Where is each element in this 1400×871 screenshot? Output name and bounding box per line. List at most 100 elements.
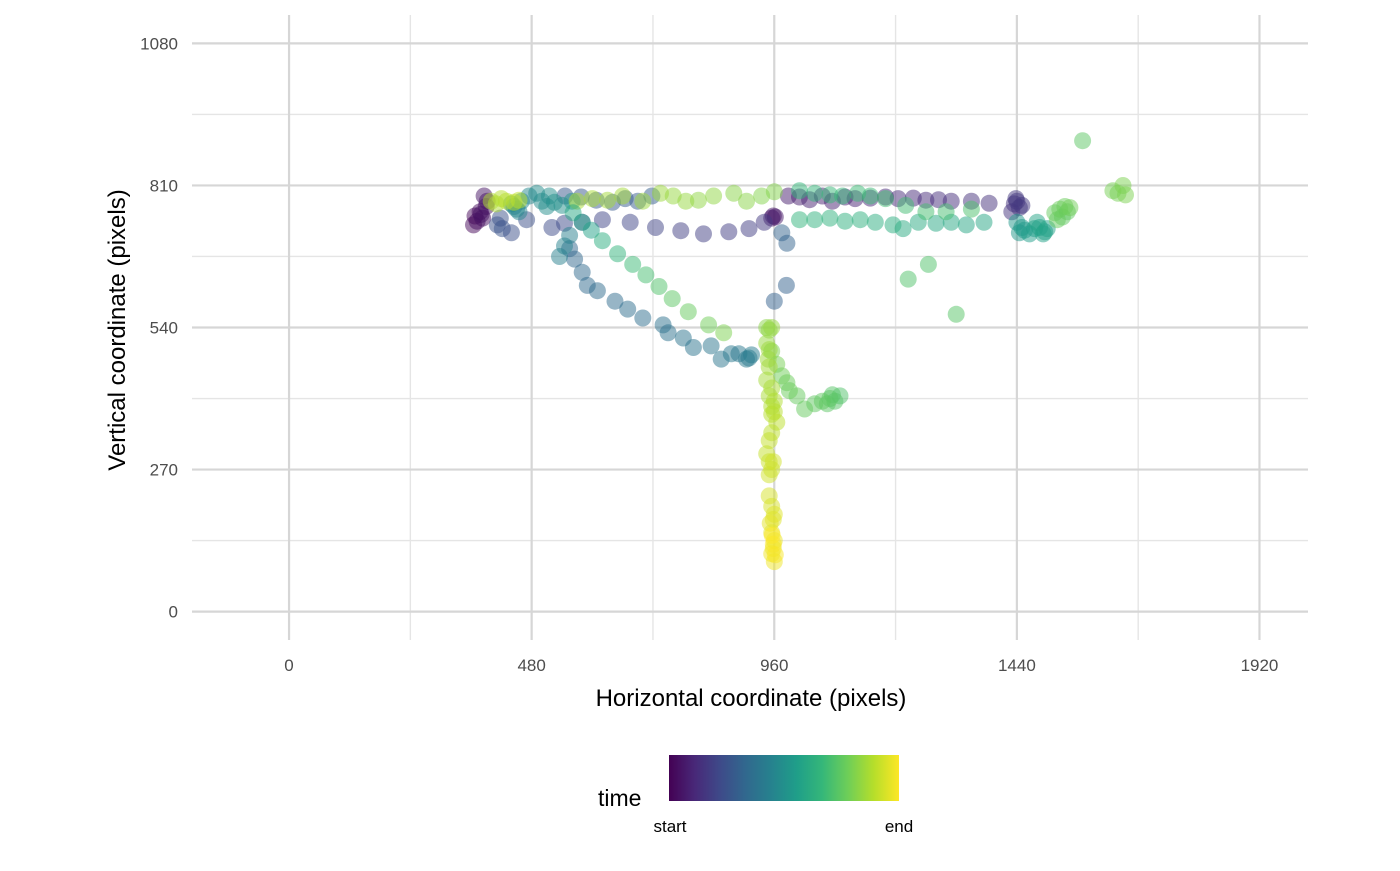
data-point — [573, 263, 591, 281]
data-point — [705, 187, 723, 205]
y-tick-label: 1080 — [140, 34, 178, 53]
y-tick-label: 0 — [169, 603, 178, 622]
data-point — [582, 221, 600, 239]
data-point — [609, 245, 627, 263]
x-tick-label: 1440 — [998, 656, 1036, 675]
data-point — [753, 187, 771, 205]
data-point — [763, 526, 781, 544]
data-point — [763, 319, 781, 336]
data-point — [919, 255, 937, 273]
data-point — [659, 324, 677, 342]
data-point — [1117, 186, 1134, 204]
data-point — [725, 184, 743, 202]
data-point — [684, 339, 702, 356]
data-point — [975, 213, 993, 231]
data-point — [899, 270, 917, 288]
data-points — [465, 132, 1134, 571]
data-point — [765, 292, 783, 310]
legend: time start end — [598, 755, 913, 836]
legend-colorbar — [669, 755, 899, 801]
data-point — [821, 209, 839, 227]
data-point — [877, 190, 894, 208]
data-point — [695, 225, 712, 243]
data-point — [606, 292, 624, 310]
data-point — [715, 324, 733, 342]
data-point — [689, 191, 707, 209]
data-point — [917, 203, 935, 221]
data-point — [647, 219, 664, 236]
data-point — [1074, 132, 1092, 150]
data-point — [614, 187, 632, 205]
x-axis-ticks: 0 480 960 1440 1920 — [284, 656, 1278, 675]
data-point — [634, 309, 652, 327]
data-point — [927, 214, 945, 232]
data-point — [947, 305, 965, 323]
data-point — [738, 192, 755, 210]
data-point — [588, 282, 606, 300]
data-point — [980, 194, 998, 212]
x-tick-label: 480 — [517, 656, 545, 675]
data-point — [650, 278, 668, 295]
data-point — [1061, 199, 1079, 217]
data-point — [599, 191, 616, 209]
data-point — [619, 300, 637, 318]
data-point — [957, 216, 975, 234]
y-tick-label: 810 — [150, 176, 178, 195]
data-point — [777, 276, 795, 294]
data-point — [897, 196, 915, 214]
data-point — [493, 220, 511, 238]
data-point — [702, 337, 720, 355]
data-point — [836, 212, 854, 230]
grid — [192, 15, 1308, 640]
data-point — [634, 192, 652, 210]
data-point — [679, 303, 697, 321]
legend-label-start: start — [653, 817, 686, 836]
data-point — [806, 211, 824, 229]
data-point — [593, 232, 611, 250]
data-point — [791, 211, 808, 229]
data-point — [760, 466, 778, 484]
data-point — [472, 205, 490, 223]
data-point — [773, 224, 791, 242]
data-point — [1028, 213, 1046, 231]
x-tick-label: 960 — [760, 656, 788, 675]
y-tick-label: 270 — [150, 461, 178, 480]
data-point — [621, 213, 639, 231]
data-point — [930, 191, 947, 209]
legend-label-end: end — [885, 817, 913, 836]
data-point — [637, 266, 655, 284]
data-point — [652, 184, 669, 202]
data-point — [583, 190, 601, 208]
y-axis-title: Vertical coordinate (pixels) — [104, 189, 131, 470]
y-axis-ticks: 0 270 540 810 1080 — [140, 34, 178, 621]
data-point — [760, 432, 778, 450]
data-point — [593, 211, 611, 229]
data-point — [821, 186, 839, 204]
data-point — [556, 237, 573, 255]
data-point — [543, 219, 561, 236]
data-point — [510, 191, 528, 209]
data-point — [672, 222, 690, 240]
x-axis-title: Horizontal coordinate (pixels) — [596, 685, 907, 712]
data-point — [566, 250, 584, 268]
data-point — [740, 220, 758, 238]
data-point — [663, 290, 681, 308]
data-point — [755, 213, 773, 231]
data-point — [834, 187, 851, 205]
data-point — [720, 223, 738, 241]
data-point — [664, 187, 682, 205]
data-point — [884, 216, 902, 234]
data-point — [851, 211, 869, 229]
legend-title: time — [598, 785, 641, 811]
data-point — [861, 187, 879, 205]
y-tick-label: 540 — [150, 319, 178, 338]
data-point — [760, 358, 778, 376]
data-point — [791, 182, 808, 200]
data-point — [796, 400, 814, 418]
data-point — [962, 200, 980, 218]
data-point — [624, 255, 642, 273]
data-point — [700, 316, 718, 334]
data-point — [937, 203, 955, 221]
data-point — [743, 346, 760, 364]
